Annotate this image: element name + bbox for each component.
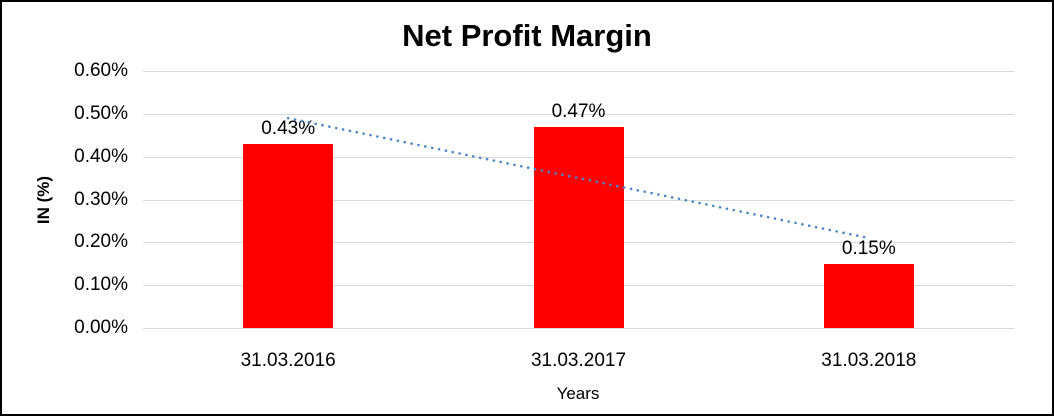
bar-value-label: 0.47% (551, 100, 606, 122)
bar-value-label: 0.15% (841, 237, 896, 259)
bar (533, 126, 624, 328)
chart-title: Net Profit Margin (402, 18, 652, 53)
x-tick-label: 31.03.2017 (530, 350, 627, 371)
y-tick-label: 0.40% (74, 145, 128, 167)
x-axis-title: Years (556, 384, 600, 403)
gridline (143, 71, 1014, 72)
bar-value-label: 0.43% (261, 117, 316, 139)
y-tick-label: 0.60% (74, 60, 128, 81)
y-tick-label: 0.20% (74, 231, 128, 253)
y-tick-label: 0.00% (74, 317, 128, 338)
bar (823, 263, 914, 328)
bar (243, 143, 334, 328)
x-tick-label: 31.03.2016 (240, 350, 336, 371)
y-tick-label: 0.50% (74, 102, 128, 124)
y-tick-label: 0.10% (74, 274, 128, 296)
gridline (143, 113, 1014, 115)
y-tick-label: 0.30% (74, 188, 128, 210)
x-tick-label: 31.03.2018 (821, 350, 917, 371)
gridline (143, 328, 1014, 329)
